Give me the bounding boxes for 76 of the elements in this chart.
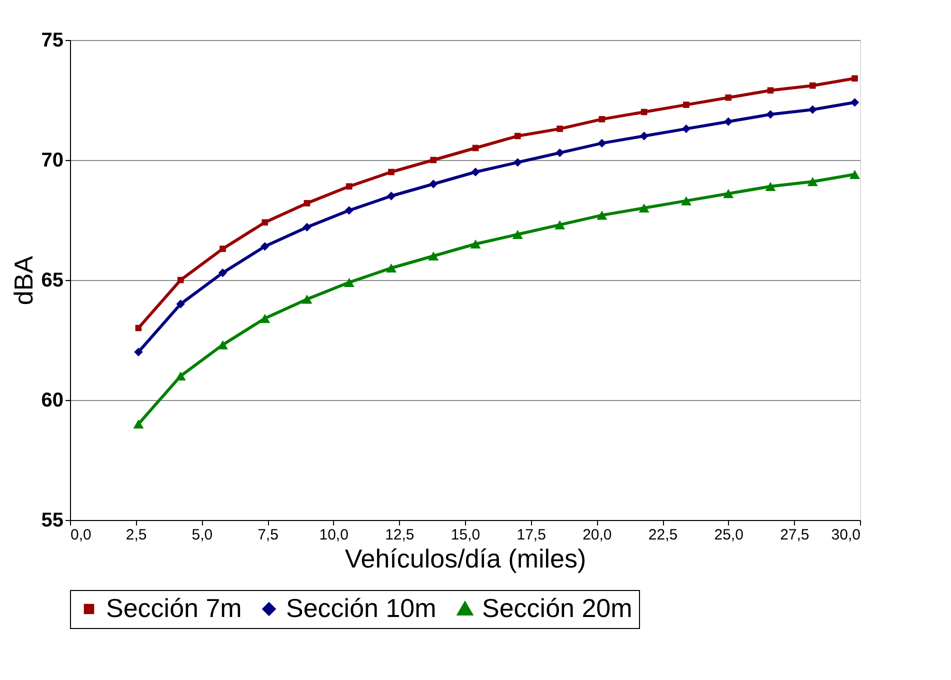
y-tick-label: 65	[41, 270, 64, 292]
point	[260, 314, 270, 323]
point	[471, 168, 480, 176]
point	[723, 189, 734, 198]
point	[725, 94, 732, 101]
point	[429, 180, 438, 188]
point	[388, 168, 394, 176]
point	[640, 132, 648, 140]
point	[304, 200, 310, 206]
point	[260, 242, 270, 251]
point	[555, 148, 564, 158]
point	[598, 116, 606, 122]
legend-label: Sección 7m	[106, 593, 242, 623]
x-tick-label: 10,0	[319, 526, 348, 544]
point	[386, 263, 397, 273]
x-axis-title: Vehículos/día (miles)	[344, 544, 586, 574]
point	[134, 348, 143, 356]
point	[512, 230, 523, 239]
point	[850, 98, 860, 107]
x-tick-label: 17,5	[516, 526, 546, 544]
y-tick-label: 70	[41, 150, 64, 172]
point	[852, 75, 858, 82]
point	[472, 144, 479, 152]
point	[849, 170, 860, 179]
point	[176, 300, 185, 308]
point	[556, 126, 563, 132]
point	[683, 102, 690, 108]
point	[682, 124, 691, 134]
x-tick-label: 15,0	[450, 526, 480, 544]
point	[135, 324, 142, 332]
point	[220, 246, 226, 252]
x-tick-label: 12,5	[385, 526, 414, 544]
y-tick-label: 75	[41, 30, 64, 52]
y-tick-label: 55	[41, 510, 64, 532]
legend-label: Sección 20m	[482, 593, 632, 623]
point	[470, 239, 481, 249]
point	[218, 268, 228, 278]
point	[430, 156, 437, 164]
x-tick-label: 5,0	[192, 526, 213, 544]
point	[596, 210, 608, 220]
point	[344, 206, 354, 215]
point	[640, 108, 648, 116]
x-tick-label: 30,0	[831, 526, 860, 544]
point	[133, 419, 144, 429]
y-axis-title: dBA	[8, 255, 38, 306]
point	[428, 251, 439, 261]
x-tick-label: 22,5	[648, 526, 678, 544]
point	[177, 276, 184, 284]
point	[765, 182, 776, 191]
point	[724, 117, 733, 126]
point	[554, 220, 566, 230]
point	[386, 192, 396, 200]
point	[514, 132, 521, 140]
point	[598, 138, 606, 148]
point	[766, 110, 775, 119]
point	[302, 294, 312, 304]
point	[767, 87, 774, 94]
x-tick-label: 27,5	[780, 526, 810, 544]
x-tick-label: 25,0	[714, 526, 744, 544]
point	[346, 183, 352, 190]
point	[262, 219, 268, 226]
point	[680, 196, 692, 206]
legend-label: Sección 10m	[286, 593, 436, 623]
x-tick-label: 7,5	[258, 526, 278, 544]
point	[344, 278, 354, 287]
point	[807, 177, 818, 186]
point	[808, 105, 817, 114]
point	[302, 222, 312, 232]
point	[513, 158, 522, 167]
y-tick-label: 60	[41, 390, 64, 412]
point	[809, 82, 816, 89]
point	[638, 203, 650, 213]
x-tick-label: 0,0	[70, 526, 92, 544]
point	[175, 371, 186, 381]
x-tick-label: 20,0	[582, 526, 612, 544]
x-tick-label: 2,5	[126, 526, 147, 544]
